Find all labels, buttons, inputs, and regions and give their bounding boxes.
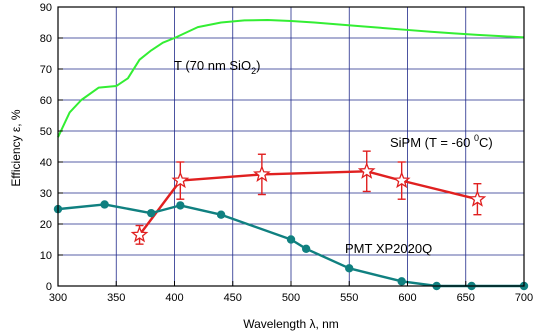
x-tick-label: 300 <box>49 292 67 304</box>
y-tick-label: 20 <box>40 219 52 231</box>
x-tick-label: 450 <box>224 292 242 304</box>
x-tick-label: 400 <box>165 292 183 304</box>
y-tick-label: 60 <box>40 95 52 107</box>
y-axis-title: Efficiency ε, % <box>9 109 23 186</box>
data-point <box>357 161 376 179</box>
annotation-sipm: SiPM (T = -60 0C) <box>390 133 493 150</box>
data-point <box>392 171 411 189</box>
grid <box>58 7 524 286</box>
data-point <box>216 210 226 219</box>
x-tick-label: 350 <box>107 292 125 304</box>
data-point <box>100 200 109 209</box>
y-tick-label: 50 <box>40 126 52 138</box>
data-point <box>468 189 487 207</box>
y-ticks: 0 10 20 30 40 50 60 70 80 90 <box>40 2 63 293</box>
series-1 <box>130 150 487 245</box>
x-tick-label: 600 <box>398 292 416 304</box>
data-point <box>147 208 156 218</box>
series-line <box>138 170 478 236</box>
y-tick-label: 90 <box>40 2 52 14</box>
y-tick-label: 70 <box>40 64 52 76</box>
data-point <box>171 171 190 189</box>
series-0 <box>57 19 525 138</box>
y-tick-label: 10 <box>40 250 52 262</box>
y-tick-label: 0 <box>46 281 52 293</box>
y-tick-label: 80 <box>40 33 52 45</box>
y-tick-label: 40 <box>40 157 52 169</box>
data-point <box>253 165 271 182</box>
series-line <box>57 19 525 138</box>
x-ticks: 300 350 400 450 500 550 600 650 700 <box>49 281 533 304</box>
data-point <box>397 277 406 286</box>
annotation-transmission: T (70 nm SiO2) <box>174 58 260 76</box>
data-point <box>286 235 296 244</box>
data-point <box>345 264 354 273</box>
data-point <box>130 225 149 243</box>
x-tick-label: 500 <box>282 292 300 304</box>
x-tick-label: 700 <box>515 292 533 304</box>
x-tick-label: 650 <box>457 292 475 304</box>
y-tick-label: 30 <box>40 188 52 200</box>
data-point <box>176 201 185 210</box>
data-point <box>301 244 311 253</box>
x-axis-title: Wavelength λ, nm <box>243 317 339 331</box>
annotation-pmt: PMT XP2020Q <box>345 241 432 256</box>
x-tick-label: 550 <box>340 292 358 304</box>
